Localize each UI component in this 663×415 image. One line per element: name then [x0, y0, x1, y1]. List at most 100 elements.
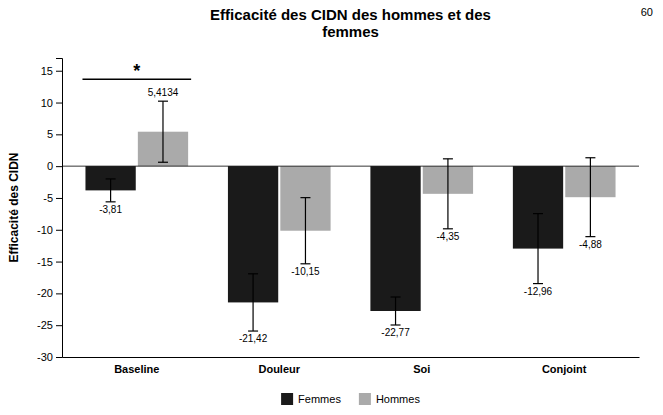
- data-label: -21,42: [239, 333, 268, 344]
- y-tick-mark: [56, 134, 62, 135]
- error-bar-cap: [248, 330, 258, 331]
- y-axis-title: Efficacité des CIDN: [7, 152, 21, 262]
- title: Efficacité des CIDN des hommes et desfem…: [210, 6, 491, 40]
- data-label: -12,96: [524, 286, 553, 297]
- y-tick-label: 0: [47, 160, 53, 172]
- error-bar: [300, 198, 310, 264]
- y-tick: -10: [37, 224, 62, 236]
- error-bar-cap: [443, 158, 453, 159]
- data-label: -10,15: [291, 266, 320, 277]
- y-tick-label: 10: [41, 97, 53, 109]
- error-bar: [585, 158, 595, 237]
- y-tick-mark: [56, 198, 62, 199]
- y-tick-mark: [56, 293, 62, 294]
- y-tick-mark: [56, 103, 62, 104]
- y-tick-label: -30: [37, 351, 53, 363]
- error-bar-cap: [248, 273, 258, 274]
- y-tick-mark: [56, 230, 62, 231]
- y-tick: -20: [37, 287, 62, 299]
- series: [138, 101, 616, 264]
- legend-label: Femmes: [298, 393, 341, 405]
- error-bar-cap: [533, 283, 543, 284]
- error-bar-stem: [252, 274, 253, 331]
- y-tick-mark: [56, 357, 62, 358]
- plot: -30 -25 -20 -15 -10 -5 0 5 10 15 Efficacité des CI…: [7, 59, 640, 375]
- y-tick-mark: [56, 166, 62, 167]
- y-tick-label: -20: [37, 287, 53, 299]
- error-bar: [443, 159, 453, 229]
- y-tick: 5: [47, 128, 62, 140]
- title-line: femmes: [322, 23, 379, 40]
- y-tick-mark: [56, 262, 62, 263]
- error-bar-stem: [590, 158, 591, 237]
- bar: [370, 166, 420, 311]
- error-bar: [158, 101, 168, 162]
- x-tick: Conjoint: [542, 363, 587, 375]
- y-tick: 10: [41, 97, 62, 109]
- error-bar: [533, 214, 543, 284]
- y-tick: -25: [37, 319, 62, 331]
- legend-item: Hommes: [359, 393, 421, 405]
- error-bar-cap: [391, 324, 401, 325]
- error-bar-stem: [305, 198, 306, 264]
- error-bar-cap: [533, 213, 543, 214]
- error-bar: [248, 274, 258, 331]
- x-tick-label: Soi: [413, 363, 430, 375]
- x-tick-label: Conjoint: [542, 363, 587, 375]
- error-bar-stem: [110, 179, 111, 202]
- y-tick-mark: [56, 71, 62, 72]
- y-tick-label: -25: [37, 319, 53, 331]
- data-labels: -3,81 -21,42 -22,77 -12,96 5,4134 -10,15 -4,35…: [99, 87, 602, 344]
- y-tick: 15: [41, 65, 62, 77]
- y-tick: -30: [37, 351, 62, 363]
- chart: Efficacité des CIDN des hommes et desfem…: [0, 0, 663, 415]
- error-bar-stem: [162, 101, 163, 162]
- y-tick-label: 5: [47, 128, 53, 140]
- error-bar-cap: [158, 101, 168, 102]
- error-bar-stem: [395, 297, 396, 325]
- annotation: *: [133, 61, 140, 81]
- x-tick-label: Baseline: [114, 363, 159, 375]
- data-label: -4,88: [579, 239, 602, 250]
- page-number: 60: [641, 6, 653, 18]
- data-label: 5,4134: [148, 87, 179, 98]
- error-bar: [106, 179, 116, 202]
- error-bar-cap: [300, 197, 310, 198]
- legend-swatch: [281, 393, 293, 405]
- error-bar-cap: [106, 178, 116, 179]
- error-bar-cap: [391, 296, 401, 297]
- data-label: -3,81: [99, 204, 122, 215]
- x-tick: Baseline: [114, 363, 159, 375]
- error-bar-cap: [585, 236, 595, 237]
- legend-label: Hommes: [376, 393, 421, 405]
- x-tick: Soi: [413, 363, 430, 375]
- y-tick-label: -5: [43, 192, 53, 204]
- error-bar-cap: [443, 228, 453, 229]
- error-bar-cap: [106, 201, 116, 202]
- error-bar-cap: [158, 162, 168, 163]
- y-tick-label: 15: [41, 65, 53, 77]
- y-axis: -30 -25 -20 -15 -10 -5 0 5 10 15: [37, 59, 62, 364]
- x-tick: Douleur: [258, 363, 300, 375]
- x-axis-line: [63, 357, 640, 358]
- series: [85, 166, 563, 331]
- data-label: -4,35: [437, 231, 460, 242]
- y-tick-label: -15: [37, 256, 53, 268]
- legend: Femmes Hommes: [281, 393, 420, 405]
- y-axis-line: [56, 59, 63, 358]
- title-line: Efficacité des CIDN des hommes et des: [210, 6, 491, 23]
- y-tick: 0: [47, 160, 62, 172]
- error-bar-stem: [447, 159, 448, 229]
- error-bar-cap: [300, 263, 310, 264]
- x-tick-label: Douleur: [258, 363, 300, 375]
- data-label: -22,77: [381, 327, 410, 338]
- y-tick: -5: [43, 192, 62, 204]
- error-bar: [391, 297, 401, 325]
- legend-swatch: [359, 393, 371, 405]
- error-bar-cap: [585, 157, 595, 158]
- y-tick-mark: [56, 325, 62, 326]
- marks: [62, 101, 639, 331]
- x-axis: Baseline Douleur Soi Conjoint: [63, 358, 640, 375]
- y-tick-label: -10: [37, 224, 53, 236]
- error-bar-stem: [537, 214, 538, 284]
